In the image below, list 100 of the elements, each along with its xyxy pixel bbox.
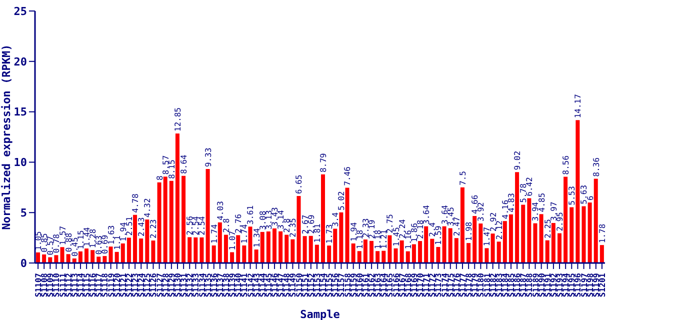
- bar: [406, 251, 410, 263]
- bar: [151, 240, 156, 263]
- bar: [533, 223, 538, 263]
- data-label: 1.73: [325, 224, 334, 244]
- data-label: 2.25: [543, 218, 552, 238]
- bar: [363, 240, 368, 263]
- bar: [333, 228, 338, 263]
- bar: [424, 226, 428, 263]
- bar: [570, 207, 574, 263]
- x-axis-title: Sample: [300, 308, 340, 320]
- bar: [139, 238, 144, 263]
- bar: [418, 241, 422, 263]
- bar: [582, 206, 586, 263]
- bar: [260, 232, 264, 263]
- bar: [448, 228, 452, 263]
- bar: [442, 226, 446, 263]
- data-label: 4.85: [537, 192, 546, 212]
- bar: [382, 250, 386, 263]
- data-label: 1.34: [252, 228, 262, 248]
- data-label: 3.64: [422, 204, 432, 224]
- bar: [284, 234, 289, 263]
- bar: [496, 242, 501, 263]
- bar: [218, 222, 222, 263]
- bar: [576, 120, 580, 263]
- bar: [588, 202, 592, 263]
- bar: [321, 174, 325, 263]
- data-label: 3.92: [476, 202, 486, 222]
- bar: [194, 237, 198, 263]
- bar: [351, 243, 356, 263]
- bar: [564, 176, 568, 263]
- bar: [296, 196, 301, 263]
- data-label: 1.74: [210, 224, 219, 244]
- bar: [163, 176, 168, 263]
- data-label: 2.8: [222, 218, 231, 233]
- data-label: 4.03: [216, 200, 225, 220]
- data-label: 3.08: [258, 210, 268, 230]
- bar: [108, 246, 113, 263]
- bar: [400, 240, 404, 263]
- x-tick-label: S1130: [174, 272, 182, 298]
- bar: [527, 198, 532, 263]
- bar: [357, 251, 362, 263]
- bar: [188, 237, 192, 263]
- data-label: 9.02: [513, 150, 522, 170]
- bar: [454, 238, 458, 263]
- bar: [436, 246, 440, 263]
- bar: [502, 221, 507, 263]
- data-label: 4.32: [143, 198, 152, 218]
- data-label: 8.36: [592, 157, 601, 177]
- bar: [236, 235, 240, 263]
- bar: [120, 243, 125, 263]
- data-label: 2.35: [288, 218, 298, 238]
- data-label: 8.79: [319, 152, 328, 172]
- bar: [266, 231, 270, 263]
- data-label: 5.53: [568, 186, 577, 206]
- data-label: 14.17: [574, 94, 583, 118]
- data-label: 2.54: [198, 216, 207, 236]
- bar: [490, 234, 495, 263]
- bar: [327, 246, 332, 263]
- data-label: 4.83: [506, 192, 516, 212]
- bar: [145, 219, 150, 263]
- bar: [345, 188, 350, 263]
- y-tick-label: 20: [14, 55, 27, 68]
- y-tick-label: 15: [14, 106, 27, 119]
- y-tick-label: 10: [14, 156, 27, 170]
- bar: [339, 212, 344, 263]
- data-label: 2.43: [137, 217, 146, 237]
- bar: [430, 238, 434, 263]
- bar: [466, 243, 471, 263]
- data-label: 1.07: [228, 230, 238, 250]
- bar: [54, 255, 58, 263]
- bar: [412, 244, 416, 263]
- data-label: 8: [155, 175, 164, 180]
- data-label: 6.65: [294, 174, 304, 194]
- data-label: 1.63: [106, 225, 116, 245]
- data-label: 5.02: [337, 190, 346, 210]
- bar: [388, 235, 392, 263]
- y-tick-label: 25: [14, 4, 27, 18]
- bar: [66, 254, 70, 263]
- bar: [290, 239, 295, 263]
- data-label: 2.23: [149, 219, 158, 239]
- data-label: 12.85: [173, 107, 182, 132]
- data-label: 1.15: [76, 230, 86, 250]
- bar: [551, 222, 556, 263]
- bar: [521, 204, 526, 263]
- data-label: 1.78: [598, 224, 607, 244]
- bar: [484, 248, 489, 263]
- bar: [206, 168, 210, 263]
- y-tick-label: 0: [20, 256, 27, 270]
- bar: [600, 245, 604, 263]
- data-label: 1.59: [434, 226, 444, 245]
- bar: [182, 176, 186, 263]
- data-label: 1.98: [464, 222, 474, 242]
- bar: [515, 172, 520, 263]
- bar: [539, 214, 544, 263]
- bar: [126, 238, 131, 263]
- bar: [42, 254, 46, 263]
- bar: [394, 248, 398, 263]
- bar: [370, 240, 374, 263]
- bar: [157, 182, 162, 263]
- bar: [248, 226, 252, 263]
